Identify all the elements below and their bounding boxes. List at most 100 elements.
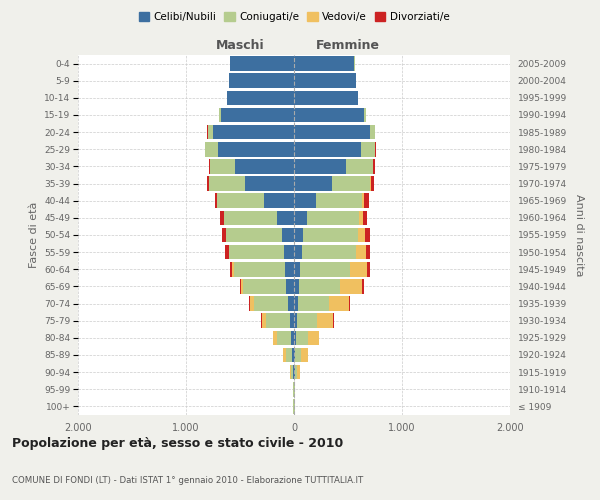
Bar <box>294 296 298 311</box>
Bar <box>296 314 317 328</box>
Bar <box>294 210 307 225</box>
Bar <box>227 90 294 105</box>
Bar <box>293 365 294 380</box>
Bar <box>224 210 277 225</box>
Bar <box>364 194 368 208</box>
Bar <box>367 245 370 260</box>
Bar <box>213 125 294 140</box>
Bar <box>294 314 296 328</box>
Bar <box>250 296 254 311</box>
Bar <box>346 159 373 174</box>
Text: COMUNE DI FONDI (LT) - Dati ISTAT 1° gennaio 2010 - Elaborazione TUTTITALIA.IT: COMUNE DI FONDI (LT) - Dati ISTAT 1° gen… <box>12 476 363 485</box>
Bar <box>230 262 232 276</box>
Y-axis label: Anni di nascita: Anni di nascita <box>574 194 584 276</box>
Bar <box>294 108 364 122</box>
Bar <box>358 228 365 242</box>
Bar <box>295 365 297 380</box>
Bar <box>222 228 226 242</box>
Bar <box>290 314 294 328</box>
Bar <box>295 348 301 362</box>
Bar <box>298 296 329 311</box>
Bar <box>373 159 375 174</box>
Bar <box>294 159 346 174</box>
Bar <box>254 296 288 311</box>
Bar <box>219 108 221 122</box>
Bar <box>229 245 284 260</box>
Bar <box>294 194 316 208</box>
Bar <box>232 262 233 276</box>
Text: Maschi: Maschi <box>215 38 265 52</box>
Bar <box>243 279 286 293</box>
Bar <box>229 74 294 88</box>
Bar <box>205 142 218 156</box>
Text: Popolazione per età, sesso e stato civile - 2010: Popolazione per età, sesso e stato civil… <box>12 437 343 450</box>
Bar <box>361 142 375 156</box>
Bar <box>218 142 294 156</box>
Bar <box>294 74 356 88</box>
Bar <box>266 314 290 328</box>
Bar <box>308 330 319 345</box>
Bar <box>350 262 367 276</box>
Bar <box>264 194 294 208</box>
Bar <box>317 314 334 328</box>
Bar <box>294 56 355 71</box>
Bar <box>273 330 277 345</box>
Bar <box>240 279 241 293</box>
Bar <box>294 348 295 362</box>
Bar <box>290 365 291 380</box>
Bar <box>286 348 292 362</box>
Bar <box>294 125 370 140</box>
Bar <box>294 279 299 293</box>
Bar <box>294 245 302 260</box>
Bar <box>294 176 332 191</box>
Bar <box>371 176 374 191</box>
Bar <box>206 176 209 191</box>
Bar <box>356 245 367 260</box>
Bar <box>230 56 294 71</box>
Legend: Celibi/Nubili, Coniugati/e, Vedovi/e, Divorziati/e: Celibi/Nubili, Coniugati/e, Vedovi/e, Di… <box>134 8 454 26</box>
Bar <box>316 194 362 208</box>
Bar <box>294 142 361 156</box>
Bar <box>362 210 367 225</box>
Bar <box>233 262 286 276</box>
Bar <box>241 279 243 293</box>
Bar <box>208 125 213 140</box>
Bar <box>245 176 294 191</box>
Bar <box>210 159 235 174</box>
Bar <box>294 228 303 242</box>
Bar <box>302 245 356 260</box>
Bar <box>226 245 229 260</box>
Bar <box>262 314 266 328</box>
Bar <box>294 90 358 105</box>
Bar <box>303 228 358 242</box>
Bar <box>362 279 364 293</box>
Bar <box>220 210 224 225</box>
Bar <box>292 348 294 362</box>
Bar <box>226 228 282 242</box>
Bar <box>291 365 293 380</box>
Bar <box>296 330 308 345</box>
Bar <box>299 279 340 293</box>
Bar <box>297 365 300 380</box>
Bar <box>286 262 294 276</box>
Bar <box>332 176 370 191</box>
Bar <box>365 228 370 242</box>
Bar <box>221 108 294 122</box>
Bar <box>362 194 364 208</box>
Bar <box>307 210 359 225</box>
Bar <box>364 108 366 122</box>
Bar <box>359 210 362 225</box>
Bar <box>294 330 296 345</box>
Bar <box>301 348 308 362</box>
Text: Femmine: Femmine <box>316 38 380 52</box>
Bar <box>370 176 371 191</box>
Bar <box>340 279 362 293</box>
Bar <box>286 279 294 293</box>
Bar <box>370 125 375 140</box>
Bar <box>235 159 294 174</box>
Bar <box>294 365 295 380</box>
Bar <box>301 262 350 276</box>
Bar <box>215 194 217 208</box>
Bar <box>277 330 292 345</box>
Bar <box>209 159 210 174</box>
